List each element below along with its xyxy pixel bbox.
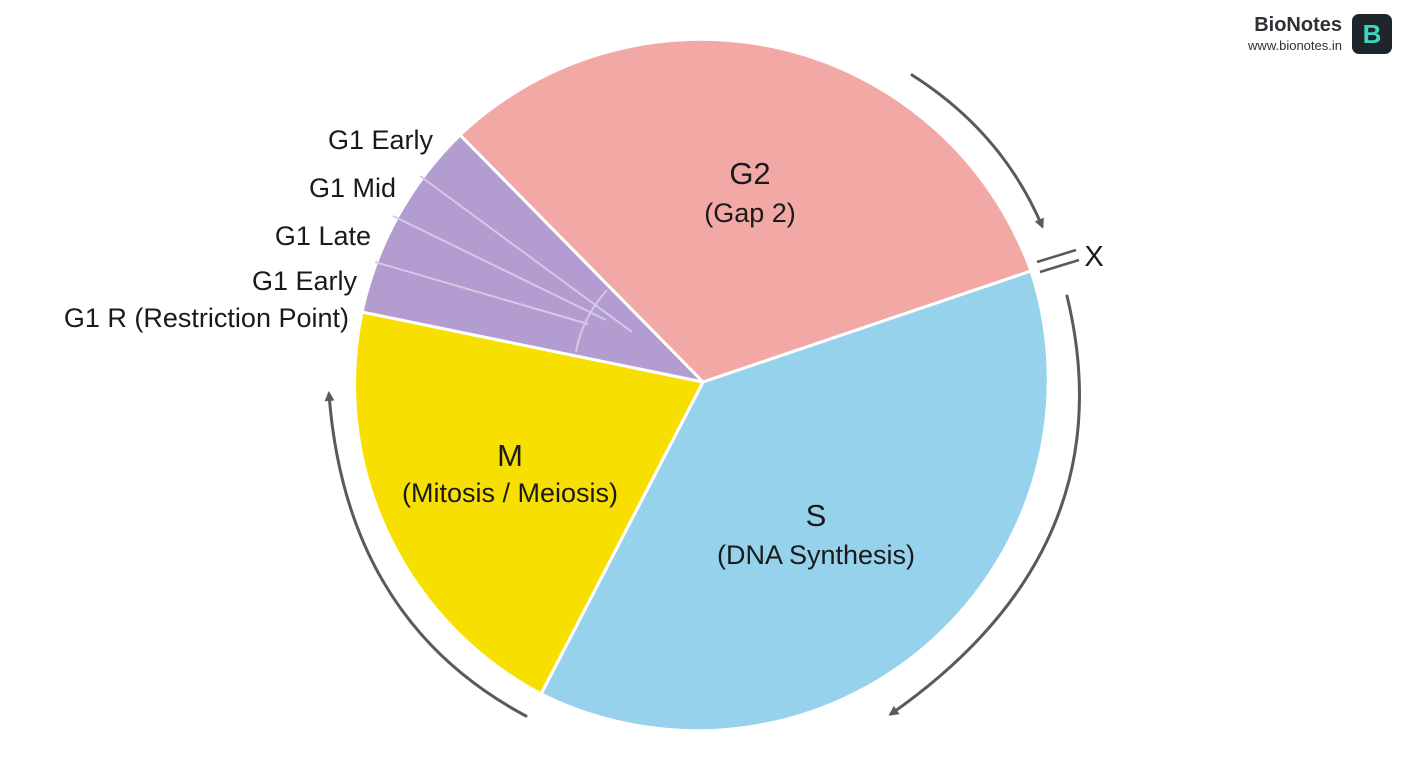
g1-subdivision-lines [374, 175, 633, 353]
g1-label-early-2: G1 Early [252, 266, 358, 296]
brand-block: BioNotes www.bionotes.in B [1248, 14, 1392, 54]
s-phase-sector [539, 269, 1050, 733]
m-phase-sector [353, 310, 705, 696]
g1-restriction-arc [575, 289, 608, 353]
g1-divider-3 [374, 261, 589, 325]
g2-subtitle: (Gap 2) [704, 198, 796, 228]
checkpoint-label: X [1084, 241, 1103, 273]
brand-url: www.bionotes.in [1248, 38, 1342, 54]
m-subtitle: (Mitosis / Meiosis) [402, 478, 618, 508]
clockwise-arrow-g2-to-s [910, 73, 1044, 229]
g2-title: G2 [729, 156, 770, 191]
brand-name: BioNotes [1254, 14, 1342, 37]
g1-label-early: G1 Early [328, 125, 434, 155]
brand-logo-letter: B [1362, 18, 1382, 49]
g1-label-mid: G1 Mid [309, 173, 396, 203]
clockwise-arrow-s-bottom [888, 294, 1081, 716]
g1-label-late: G1 Late [275, 221, 371, 251]
m-title: M [497, 438, 523, 473]
g1-label-restriction-point: G1 R (Restriction Point) [64, 303, 349, 333]
s-subtitle: (DNA Synthesis) [717, 540, 915, 570]
brand-text: BioNotes www.bionotes.in [1248, 14, 1342, 53]
checkpoint-marker [1036, 248, 1080, 274]
clockwise-arrow-m-to-g1 [324, 391, 528, 718]
s-title: S [806, 498, 827, 533]
brand-logo-icon: B [1352, 14, 1392, 54]
g2-phase-sector [458, 37, 1033, 384]
g1-divider-2 [392, 215, 607, 321]
g1-divider-1 [419, 175, 633, 333]
